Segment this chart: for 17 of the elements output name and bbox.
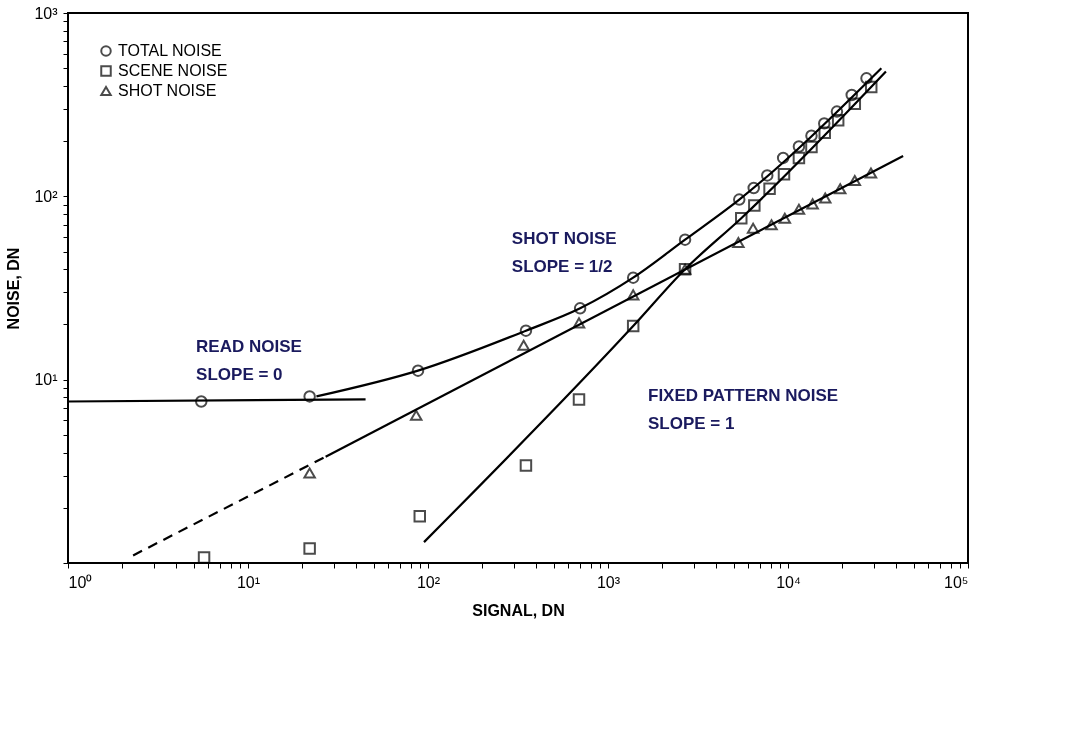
x-axis-title: SIGNAL, DN	[472, 601, 565, 619]
annotation: SHOT NOISE SLOPE = 1/2	[511, 228, 617, 276]
y-tick-label: 10¹	[34, 371, 58, 389]
annotation: READ NOISE SLOPE = 0	[196, 337, 302, 385]
y-tick-label: 10³	[34, 4, 59, 22]
x-tick-label: 10¹	[236, 573, 261, 591]
legend-label: SHOT NOISE	[118, 82, 217, 99]
legend-label: TOTAL NOISE	[118, 42, 222, 59]
annotation: FIXED PATTERN NOISE SLOPE = 1	[648, 386, 839, 434]
y-tick-label: 10²	[34, 187, 59, 205]
legend-label: SCENE NOISE	[118, 62, 228, 79]
x-tick-label: 10³	[596, 573, 621, 591]
x-tick-label: 10⁵	[944, 573, 969, 591]
x-tick-label: 10⁴	[776, 573, 801, 591]
y-axis-title: NOISE, DN	[5, 247, 23, 330]
x-tick-label: 10⁰	[68, 573, 93, 591]
x-tick-label: 10²	[416, 573, 441, 591]
